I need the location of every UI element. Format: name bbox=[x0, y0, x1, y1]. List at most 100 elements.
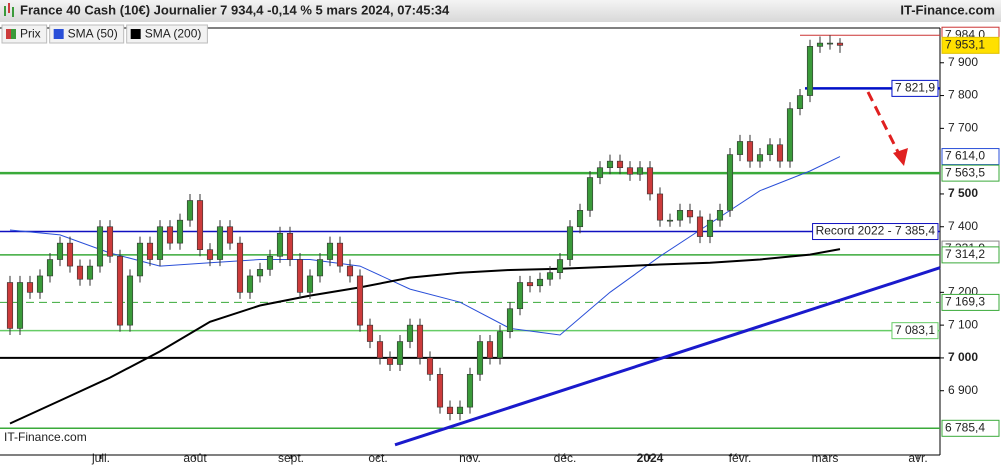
y-tick-label: 7 000 bbox=[948, 350, 978, 364]
x-tick-label: août bbox=[183, 451, 207, 465]
candle-body bbox=[636, 167, 644, 175]
candle-body bbox=[616, 160, 624, 169]
level-label-text: 7 614,0 bbox=[945, 149, 985, 163]
candle-body bbox=[436, 374, 444, 408]
level-label: 7 169,3 bbox=[941, 293, 1000, 311]
level-label-box bbox=[941, 419, 1000, 437]
legend-swatch bbox=[11, 29, 16, 39]
candle-body bbox=[206, 249, 214, 260]
candle-body bbox=[676, 210, 684, 221]
candle-body bbox=[806, 46, 814, 96]
y-tick-label: 7 800 bbox=[948, 88, 978, 102]
candle-body bbox=[216, 226, 224, 260]
level-label-box bbox=[941, 164, 1000, 182]
x-tick-label: juil. bbox=[91, 451, 110, 465]
level-label-box bbox=[812, 223, 939, 241]
legend-label: SMA (50) bbox=[68, 27, 118, 41]
level-label: 7 953,1 bbox=[941, 36, 1000, 54]
candle-body bbox=[536, 278, 544, 287]
legend-box bbox=[49, 24, 125, 44]
level-label: 7 614,0 bbox=[941, 148, 1000, 166]
sma-line bbox=[9, 156, 841, 336]
candle-body bbox=[346, 265, 354, 277]
candle-body bbox=[446, 406, 454, 414]
y-tick-label: 6 900 bbox=[948, 383, 978, 397]
candle-body bbox=[246, 275, 254, 293]
candle-body bbox=[386, 357, 394, 365]
candle-body bbox=[456, 406, 464, 414]
candle-body bbox=[66, 242, 74, 267]
candle-body bbox=[126, 275, 134, 326]
candle-body bbox=[816, 42, 824, 47]
candle-body bbox=[606, 160, 614, 169]
y-tick-label: 7 700 bbox=[948, 121, 978, 135]
candle-body bbox=[646, 167, 654, 195]
level-label-box bbox=[941, 36, 1000, 54]
y-tick-label: 7 500 bbox=[948, 186, 978, 200]
candle-body bbox=[776, 144, 784, 162]
level-label-text: 7 314,2 bbox=[945, 247, 985, 261]
candle-body bbox=[146, 242, 154, 260]
candle-body bbox=[156, 226, 164, 260]
candle-body bbox=[796, 95, 804, 109]
candle-body bbox=[726, 154, 734, 211]
legend-label: Prix bbox=[20, 27, 41, 41]
legend-box bbox=[126, 24, 208, 44]
legend-swatch bbox=[130, 29, 141, 39]
level-label: 7 314,2 bbox=[941, 246, 1000, 264]
x-tick-label: 2024 bbox=[637, 451, 664, 465]
trendline bbox=[394, 266, 941, 447]
level-label-text: 7 083,1 bbox=[895, 323, 935, 337]
level-label-box bbox=[941, 293, 1000, 311]
candle-body bbox=[26, 282, 34, 293]
candle-body bbox=[476, 341, 484, 375]
candle-body bbox=[756, 154, 764, 162]
candle-body bbox=[406, 324, 414, 342]
candle-body bbox=[746, 141, 754, 162]
candle-body bbox=[306, 275, 314, 293]
candle-body bbox=[626, 167, 634, 175]
level-label-box bbox=[891, 322, 939, 340]
candle-body bbox=[786, 108, 794, 162]
header-bar bbox=[0, 0, 1001, 22]
level-label-text: 7 563,5 bbox=[945, 165, 985, 179]
candle-body bbox=[546, 272, 554, 280]
y-tick-label: 7 100 bbox=[948, 317, 978, 331]
chart-title: France 40 Cash (10€) Journalier 7 934,4 … bbox=[20, 2, 450, 17]
candle-body bbox=[16, 282, 24, 329]
candle-body bbox=[136, 242, 144, 277]
x-tick-label: sept. bbox=[278, 451, 304, 465]
level-label: 7 563,5 bbox=[941, 164, 1000, 182]
header-icon bbox=[4, 3, 14, 17]
candle-body bbox=[376, 341, 384, 359]
candle-body bbox=[326, 242, 334, 260]
candle-body bbox=[186, 200, 194, 221]
candle-body bbox=[366, 324, 374, 342]
level-label-box bbox=[941, 246, 1000, 264]
candle-body bbox=[426, 357, 434, 375]
candle-body bbox=[176, 219, 184, 244]
level-label: 6 785,4 bbox=[941, 419, 1000, 437]
level-label-box bbox=[891, 79, 939, 97]
candle-body bbox=[736, 141, 744, 155]
legend: Prix SMA (50) SMA (200) bbox=[1, 24, 208, 44]
candle-body bbox=[76, 265, 84, 280]
forecast-arrow bbox=[866, 91, 908, 166]
candle-body bbox=[106, 226, 114, 257]
legend-swatch bbox=[53, 29, 64, 39]
candle-body bbox=[56, 242, 64, 260]
x-tick-label: oct. bbox=[368, 451, 387, 465]
candle-body bbox=[396, 341, 404, 365]
candle-body bbox=[506, 308, 514, 332]
candle-body bbox=[336, 242, 344, 267]
candle-body bbox=[116, 255, 124, 326]
candle-body bbox=[236, 242, 244, 293]
level-label: 7 083,1 bbox=[891, 322, 939, 340]
candle-body bbox=[296, 259, 304, 293]
candle-body bbox=[166, 226, 174, 244]
candle-body bbox=[316, 259, 324, 277]
level-label-text: 7 169,3 bbox=[945, 295, 985, 309]
candle-body bbox=[576, 210, 584, 228]
candle-body bbox=[686, 210, 694, 218]
legend-label: SMA (200) bbox=[145, 27, 202, 41]
